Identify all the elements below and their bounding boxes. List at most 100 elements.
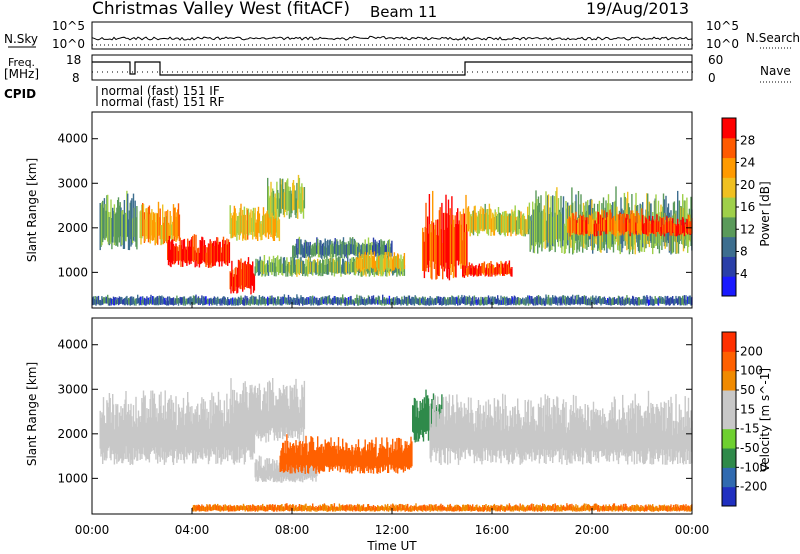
velocity-cell xyxy=(303,443,306,468)
power-cell xyxy=(572,294,574,304)
velocity-cell xyxy=(491,416,493,451)
velocity-cell xyxy=(369,507,371,512)
velocity-cell xyxy=(612,407,614,454)
velocity-cell xyxy=(332,445,334,471)
velocity-cell xyxy=(359,507,361,512)
power-cell xyxy=(642,295,645,305)
velocity-cell xyxy=(213,413,216,454)
power-cell xyxy=(600,298,602,306)
power-cell xyxy=(268,210,271,235)
power-cell xyxy=(330,255,332,273)
velocity-cell xyxy=(454,423,456,460)
power-cell xyxy=(669,218,671,236)
velocity-cell xyxy=(270,464,272,480)
power-cell xyxy=(219,298,221,306)
power-cell xyxy=(583,221,586,236)
power-cell xyxy=(210,297,212,304)
power-cell xyxy=(497,263,499,275)
velocity-cell xyxy=(533,506,536,512)
power-cell xyxy=(475,212,477,231)
velocity-cell xyxy=(527,399,530,454)
velocity-cell xyxy=(312,437,314,467)
velocity-cell xyxy=(277,399,279,441)
velocity-cell xyxy=(272,506,275,512)
velocity-cell xyxy=(293,507,296,512)
power-cell xyxy=(406,296,408,306)
velocity-cell xyxy=(388,506,391,510)
velocity-cell xyxy=(236,505,238,511)
velocity-cell xyxy=(661,505,663,511)
velocity-cell xyxy=(516,423,518,457)
power-cell xyxy=(529,216,531,252)
power-cell xyxy=(383,240,386,258)
power-cell xyxy=(467,297,469,305)
velocity-cell xyxy=(510,415,512,452)
power-cell xyxy=(391,298,393,305)
velocity-cell xyxy=(261,506,263,511)
velocity-cell xyxy=(616,506,618,511)
power-cell xyxy=(462,298,464,304)
velocity-cell xyxy=(652,504,654,511)
power-cell xyxy=(387,298,390,305)
power-cell xyxy=(299,297,301,304)
velocity-cell xyxy=(524,508,526,512)
power-cell xyxy=(612,297,615,305)
power-cell xyxy=(627,219,629,231)
power-cell xyxy=(478,213,481,234)
power-cell xyxy=(263,214,266,234)
power-cell xyxy=(472,210,475,236)
power-cell xyxy=(234,297,236,306)
velocity-cell xyxy=(675,504,677,511)
power-cell xyxy=(352,257,355,273)
velocity-cell xyxy=(448,394,451,448)
power-cell xyxy=(261,296,263,305)
power-cell xyxy=(478,299,481,306)
velocity-cell xyxy=(576,507,578,512)
power-cell xyxy=(640,219,642,235)
velocity-cell xyxy=(302,387,304,428)
power-cell xyxy=(477,297,480,304)
velocity-cell xyxy=(294,506,296,511)
power-cell xyxy=(597,220,600,249)
velocity-cell xyxy=(423,397,426,432)
power-cell xyxy=(187,246,190,261)
power-cell xyxy=(529,299,531,305)
velocity-cell xyxy=(481,413,483,465)
power-cell xyxy=(582,211,584,253)
velocity-cell xyxy=(300,407,302,435)
power-cell xyxy=(489,265,491,277)
power-cell xyxy=(432,222,435,262)
power-cell xyxy=(506,264,508,275)
velocity-cell xyxy=(282,506,285,512)
colorbar-tick-label: 8 xyxy=(740,245,748,259)
velocity-cell xyxy=(484,506,486,510)
power-cell xyxy=(621,296,623,304)
power-cell xyxy=(570,217,572,233)
power-cell xyxy=(422,232,425,271)
velocity-cell xyxy=(267,504,269,512)
power-cell xyxy=(145,208,147,237)
power-cell xyxy=(212,243,214,267)
power-cell xyxy=(222,296,225,305)
power-cell xyxy=(296,259,298,277)
velocity-cell xyxy=(497,507,499,512)
velocity-cell xyxy=(306,465,308,480)
velocity-cell xyxy=(469,412,471,457)
velocity-cell xyxy=(634,393,636,452)
velocity-cell xyxy=(584,404,586,449)
power-cell xyxy=(192,298,194,305)
power-cell xyxy=(487,263,489,275)
velocity-cell xyxy=(663,504,666,511)
velocity-cell xyxy=(671,403,673,461)
power-cell xyxy=(458,298,461,306)
velocity-cell xyxy=(666,505,668,512)
power-cell xyxy=(215,242,217,263)
nsearch-label: N.Search xyxy=(746,31,800,45)
velocity-cell xyxy=(237,410,239,460)
velocity-cell xyxy=(581,408,583,448)
power-cell xyxy=(644,216,646,235)
power-cell xyxy=(259,221,261,237)
power-cell xyxy=(267,296,269,306)
velocity-cell xyxy=(411,441,413,467)
velocity-cell xyxy=(379,444,381,474)
